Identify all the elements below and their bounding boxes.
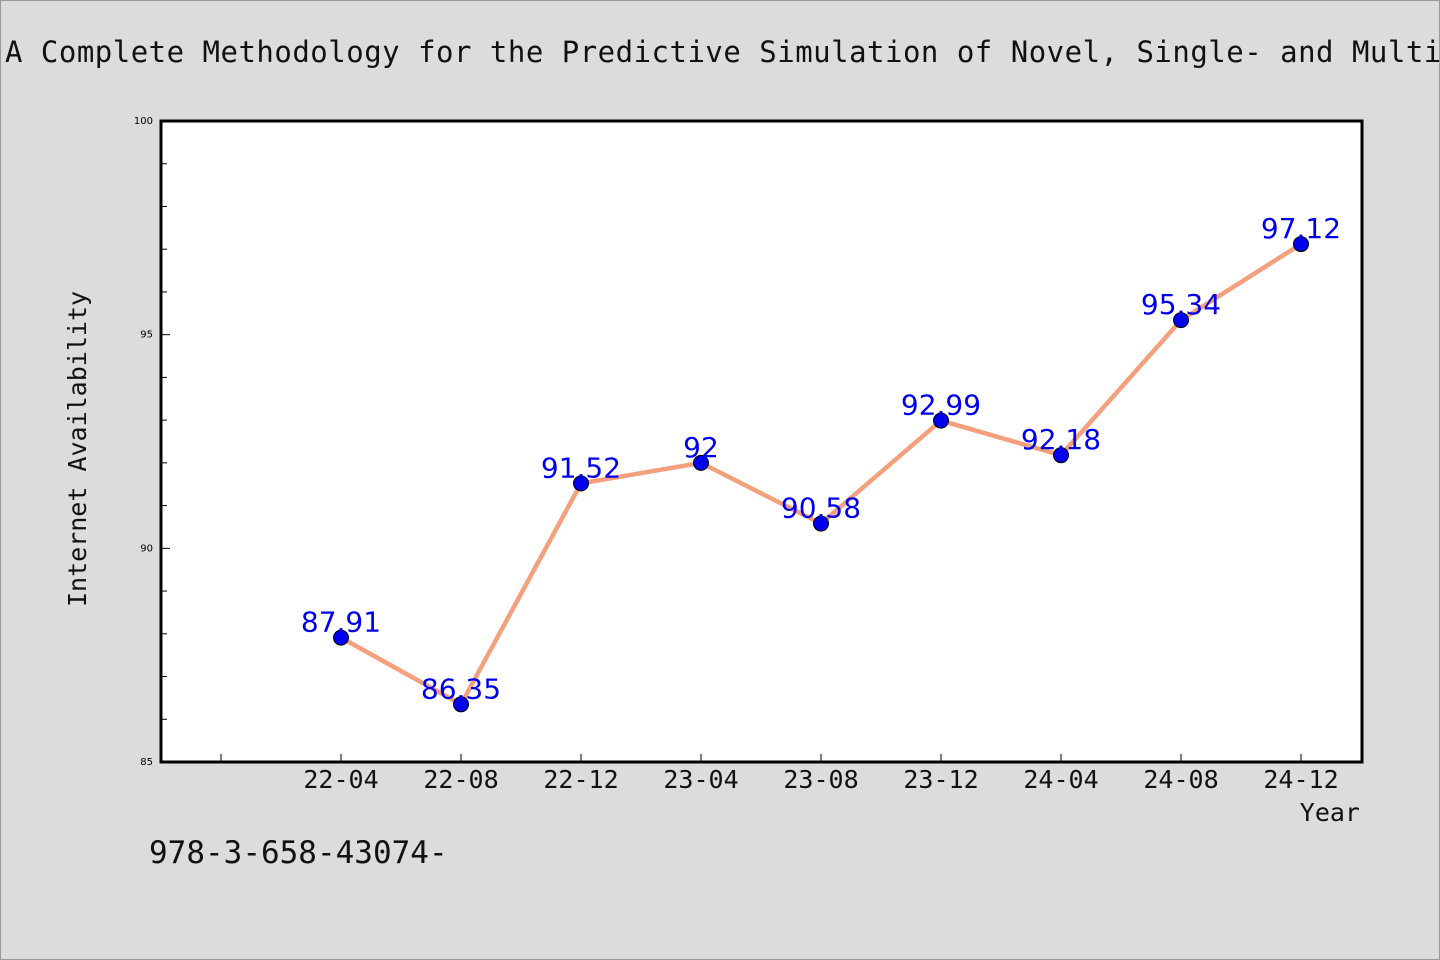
data-label: 95.34 xyxy=(1141,288,1221,321)
plot-area xyxy=(159,119,1364,764)
data-point xyxy=(453,696,469,713)
data-point xyxy=(933,412,949,429)
data-label: 92.18 xyxy=(1021,423,1101,456)
x-tick-label: 22-08 xyxy=(423,765,498,794)
data-point xyxy=(693,454,709,471)
isbn-text: 978-3-658-43074- xyxy=(149,835,448,871)
data-label: 87.91 xyxy=(301,606,381,639)
data-point xyxy=(573,475,589,492)
y-tick-label: 90 xyxy=(140,543,153,554)
x-tick-label: 24-08 xyxy=(1143,765,1218,794)
x-tick-label: 22-12 xyxy=(543,765,618,794)
y-axis-label: Internet Availability xyxy=(63,291,92,607)
x-tick-label: 23-12 xyxy=(903,765,978,794)
x-axis-label: Year xyxy=(1300,798,1360,827)
x-tick-label: 23-04 xyxy=(663,765,738,794)
y-tick-label: 85 xyxy=(140,757,153,768)
data-point xyxy=(1293,236,1309,253)
data-point xyxy=(1173,312,1189,329)
data-label: 92.99 xyxy=(901,389,981,422)
x-tick-label: 22-04 xyxy=(303,765,378,794)
data-label: 91.52 xyxy=(541,451,621,484)
data-point xyxy=(813,515,829,532)
y-tick-label: 100 xyxy=(134,116,153,127)
data-label: 97.12 xyxy=(1261,212,1341,245)
x-tick-label: 24-12 xyxy=(1263,765,1338,794)
chart-title: A Complete Methodology for the Predictiv… xyxy=(5,35,1440,69)
data-label: 90.58 xyxy=(781,492,861,525)
data-point xyxy=(333,629,349,646)
x-tick-label: 23-08 xyxy=(783,765,858,794)
data-point xyxy=(1053,447,1069,464)
y-tick-label: 95 xyxy=(140,330,153,341)
x-tick-label: 24-04 xyxy=(1023,765,1098,794)
data-label: 92 xyxy=(683,431,719,464)
data-label: 86.35 xyxy=(421,672,501,705)
